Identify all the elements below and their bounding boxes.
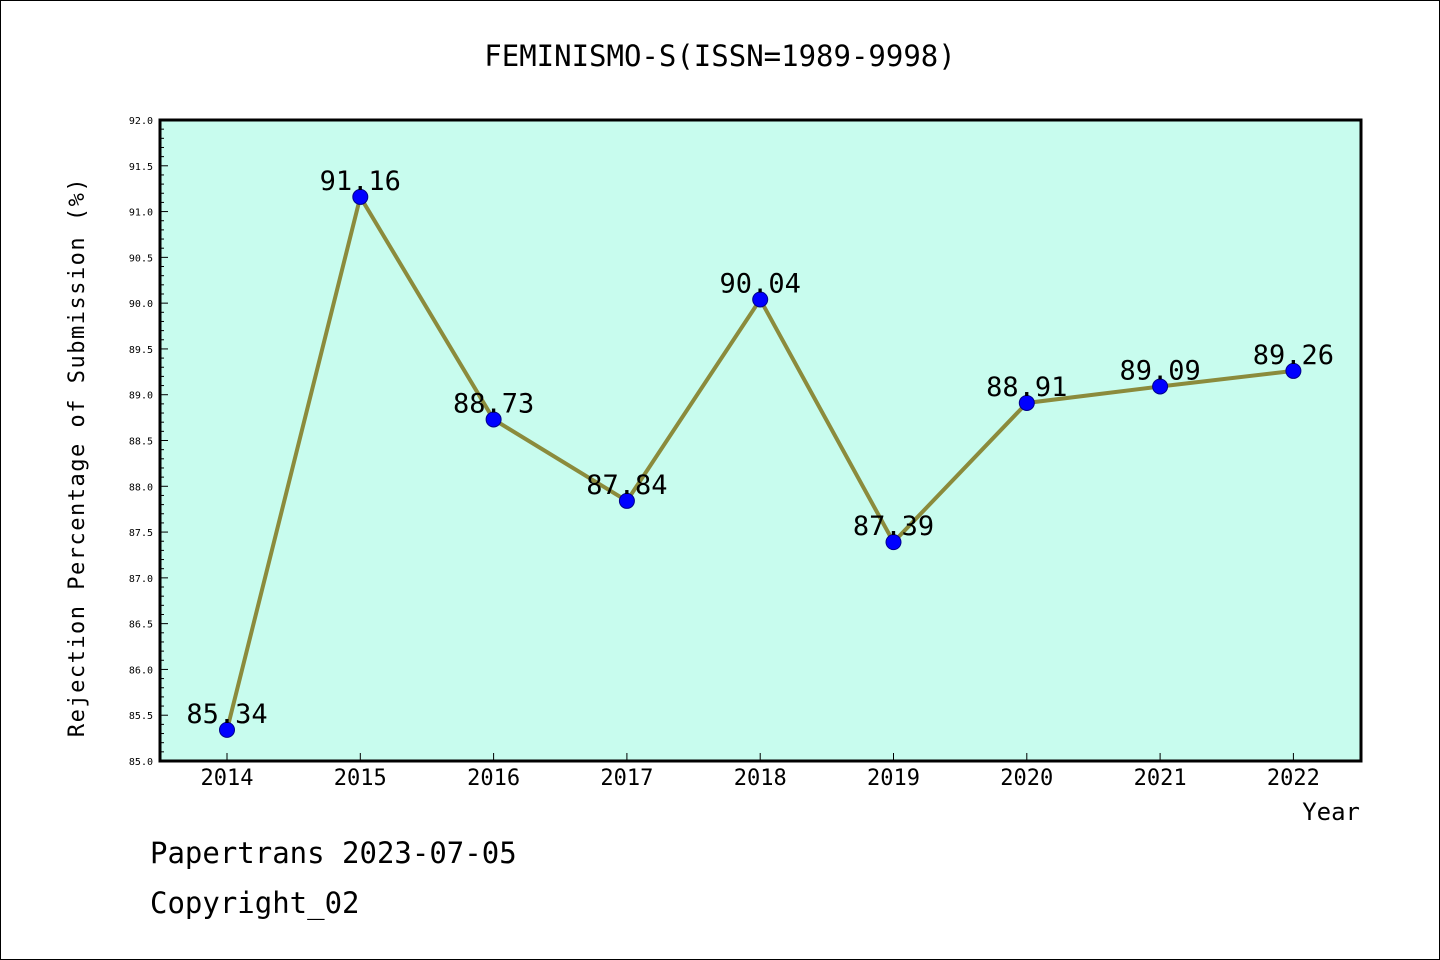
y-tick-label: 92.0: [129, 116, 153, 127]
x-tick-label: 2021: [1134, 766, 1187, 791]
data-label: 90.04: [720, 268, 801, 299]
y-axis-ticks: 85.0 85.5 86.0 86.5 87.0 87.5 88.0 88.5 89.0 89.5…: [129, 116, 168, 768]
x-tick-label: 2015: [334, 766, 387, 791]
data-point-2017: [618, 492, 635, 509]
data-point-2021: [1152, 378, 1169, 395]
y-tick-label: 91.5: [129, 162, 153, 173]
y-tick-label: 89.0: [129, 391, 153, 402]
x-axis-ticks: 2014 2015 2016 2017 2018 2019 2020 2021 2022: [201, 753, 1320, 791]
y-tick-label: 91.0: [129, 208, 153, 219]
data-label: 88.91: [986, 372, 1067, 403]
data-point-2019: [885, 534, 902, 551]
data-label: 88.73: [453, 388, 534, 419]
plot-area: [158, 118, 1363, 763]
y-tick-label: 90.0: [129, 299, 153, 310]
y-tick-label: 88.5: [129, 437, 153, 448]
y-tick-label: 89.5: [129, 345, 153, 356]
data-label: 87.84: [586, 470, 667, 501]
x-tick-label: 2014: [201, 766, 254, 791]
data-point-2018: [752, 291, 769, 308]
footer-copyright: Copyright_02: [150, 886, 360, 920]
data-point-2014: [219, 721, 235, 738]
y-tick-label: 85.5: [129, 711, 153, 722]
x-tick-label: 2016: [467, 766, 520, 791]
y-tick-label: 88.0: [129, 482, 153, 493]
x-tick-label: 2020: [1000, 766, 1053, 791]
data-point-2020: [1018, 394, 1035, 411]
y-tick-label: 90.5: [129, 253, 153, 264]
data-label: 91.16: [320, 166, 401, 197]
y-tick-label: 86.0: [129, 665, 153, 676]
data-point-2015: [352, 188, 369, 205]
data-label: 89.26: [1253, 340, 1334, 371]
data-label: 85.34: [186, 699, 267, 730]
x-tick-label: 2017: [600, 766, 653, 791]
x-tick-label: 2022: [1267, 766, 1320, 791]
x-tick-label: 2018: [734, 766, 787, 791]
chart-title: FEMINISMO-S(ISSN=1989-9998): [484, 39, 955, 73]
data-label: 87.39: [853, 511, 934, 542]
data-label: 89.09: [1119, 355, 1200, 386]
x-axis-label: Year: [1302, 798, 1360, 826]
y-tick-label: 87.0: [129, 574, 153, 585]
footer-date: Papertrans 2023-07-05: [150, 836, 517, 870]
y-axis-label: Rejection Percentage of Submission (%): [65, 177, 90, 737]
data-labels-layer: 85.34 91.16 88.73 87.84 90.04 87.39 88.91 89.09…: [186, 166, 1334, 730]
series-layer: [219, 188, 1302, 738]
data-point-2022: [1285, 362, 1302, 379]
y-tick-label: 87.5: [129, 528, 153, 539]
data-point-2016: [485, 411, 502, 428]
y-tick-label: 85.0: [129, 757, 153, 768]
x-tick-label: 2019: [867, 766, 920, 791]
y-tick-label: 86.5: [129, 620, 153, 631]
